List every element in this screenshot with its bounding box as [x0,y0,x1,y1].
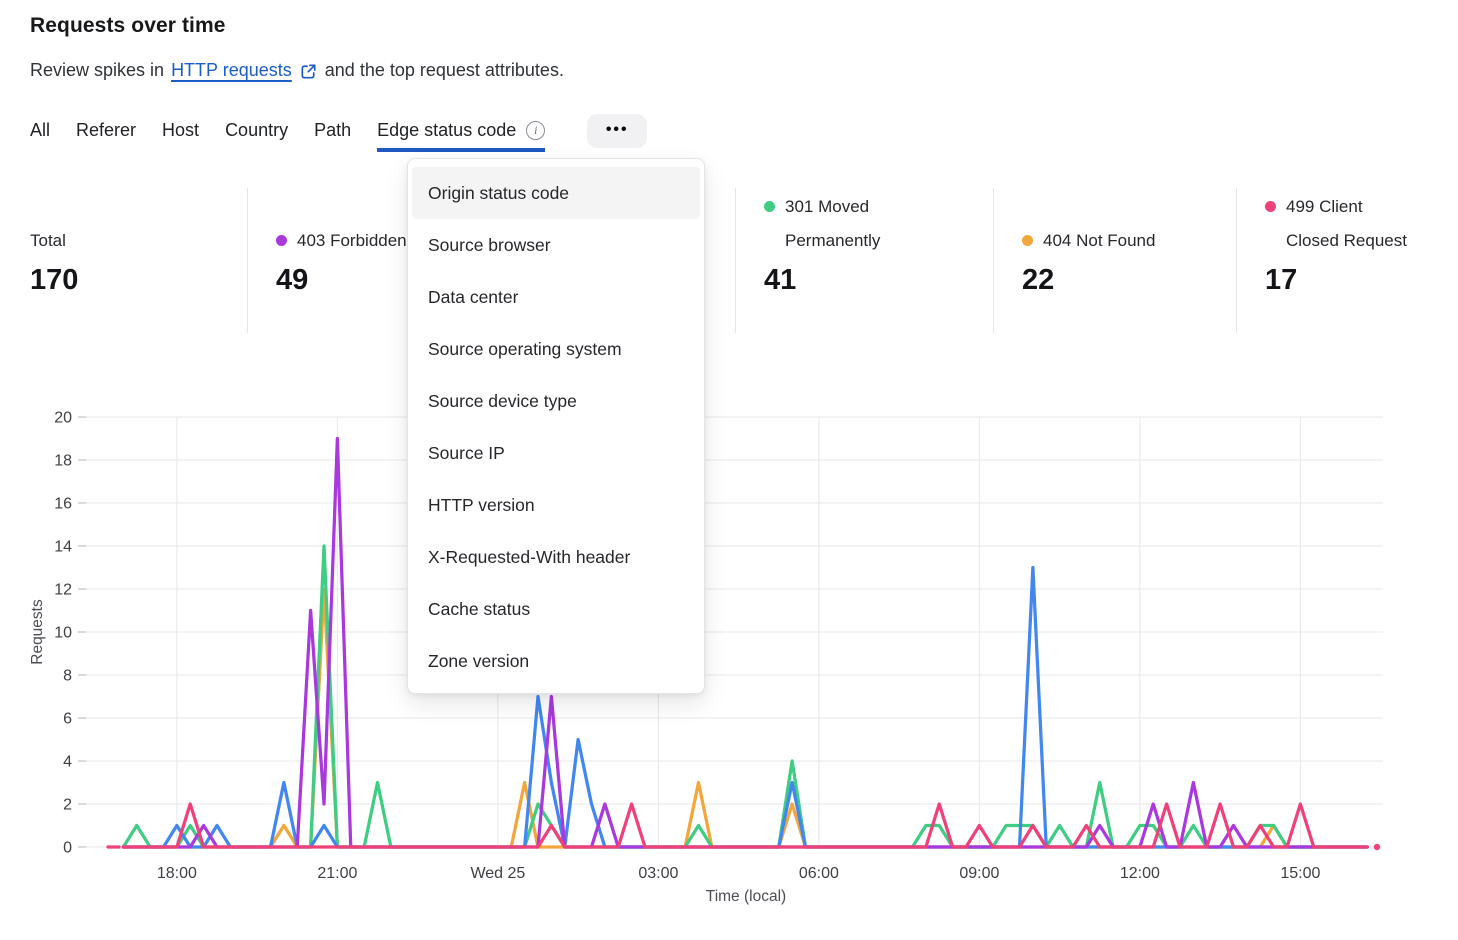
stat-404-not-found: 404 Not Found 22 [993,188,1236,333]
svg-text:15:00: 15:00 [1280,865,1320,882]
svg-text:14: 14 [54,539,72,556]
series-line-1 [121,544,1369,849]
menu-item-zone-version[interactable]: Zone version [428,650,530,671]
series-color-dot [1265,201,1276,212]
subtitle-suffix: and the top request attributes. [324,60,564,80]
menu-item-data-center[interactable]: Data center [428,286,519,307]
requests-chart-svg: 0 2 4 6 8 10 12 14 16 18 20 18:00 21:00 Wed 25 03:00 06… [29,410,1383,905]
menu-item-x-requested-with-header[interactable]: X-Requested-With header [428,546,631,567]
menu-item-source-ip[interactable]: Source IP [428,442,505,463]
stat-499-value: 17 [1265,264,1298,296]
page-subtitle: Review spikes in HTTP requests and the t… [30,60,564,81]
http-requests-link[interactable]: HTTP requests [171,60,292,80]
series-color-dot [1022,235,1033,246]
stat-404-label: 404 Not Found [1043,231,1156,250]
menu-item-source-operating-system[interactable]: Source operating system [428,338,622,359]
tab-referer[interactable]: Referer [76,120,137,140]
series-color-dot [276,235,287,246]
svg-text:09:00: 09:00 [959,865,999,882]
svg-text:6: 6 [63,711,72,728]
stat-404-value: 22 [1022,264,1055,296]
info-icon[interactable]: i [526,120,546,140]
tab-edge-status-code[interactable]: Edge status code i [377,118,546,152]
svg-text:20: 20 [54,410,72,427]
svg-text:12:00: 12:00 [1120,865,1160,882]
ellipsis-icon: ••• [605,121,629,138]
more-tabs-button[interactable]: ••• [587,114,648,148]
stat-301-moved-permanently: 301 Moved Permanently 41 [735,188,993,333]
stat-301-label: 301 Moved Permanently [785,197,881,250]
stat-total-label: Total [30,231,66,250]
breakdown-tabs: All Referer Host Country Path Edge statu… [30,114,648,152]
subtitle-prefix: Review spikes in [30,60,165,80]
svg-text:12: 12 [54,582,72,599]
external-link-icon [299,62,318,81]
menu-item-cache-status[interactable]: Cache status [428,598,531,619]
svg-text:Time (local): Time (local) [706,888,786,905]
tab-edge-status-code-label: Edge status code [377,120,517,140]
tab-country[interactable]: Country [225,120,289,140]
svg-text:2: 2 [63,797,72,814]
stat-301-value: 41 [764,264,797,296]
tab-all[interactable]: All [30,120,51,140]
menu-item-source-device-type[interactable]: Source device type [428,390,577,411]
stat-total: Total 170 [0,188,247,333]
series-line-3 [121,802,1369,849]
status-code-legend-stats: Total 170 403 Forbidden 49 301 Moved Per… [0,188,1458,333]
svg-text:18: 18 [54,453,72,470]
stat-403-label: 403 Forbidden [297,231,407,250]
svg-text:8: 8 [63,668,72,685]
page-title: Requests over time [30,14,226,37]
svg-text:Requests: Requests [29,599,46,665]
stat-499-label: 499 Client Closed Request [1286,197,1407,250]
svg-text:4: 4 [63,754,72,771]
menu-item-http-version[interactable]: HTTP version [428,494,535,515]
requests-over-time-chart: 0 2 4 6 8 10 12 14 16 18 20 18:00 21:00 Wed 25 03:00 06… [0,400,1458,925]
breakdown-dropdown-menu: Origin status code Source browser Data c… [407,158,705,694]
series-color-dot [764,201,775,212]
series-line-0 [121,436,1369,849]
stat-403-forbidden: 403 Forbidden 49 [247,188,492,333]
stat-total-value: 170 [30,264,79,296]
stat-499-client-closed-request: 499 Client Closed Request 17 [1236,188,1458,333]
stat-403-value: 49 [276,264,309,296]
svg-text:06:00: 06:00 [799,865,839,882]
svg-text:16: 16 [54,496,72,513]
svg-text:18:00: 18:00 [157,865,197,882]
svg-text:03:00: 03:00 [638,865,678,882]
tab-host[interactable]: Host [162,120,200,140]
tab-path[interactable]: Path [314,120,352,140]
menu-item-origin-status-code[interactable]: Origin status code [412,167,700,219]
svg-text:21:00: 21:00 [317,865,357,882]
svg-text:0: 0 [63,840,72,857]
svg-text:10: 10 [54,625,72,642]
svg-text:Wed 25: Wed 25 [470,865,525,882]
menu-item-source-browser[interactable]: Source browser [428,234,551,255]
